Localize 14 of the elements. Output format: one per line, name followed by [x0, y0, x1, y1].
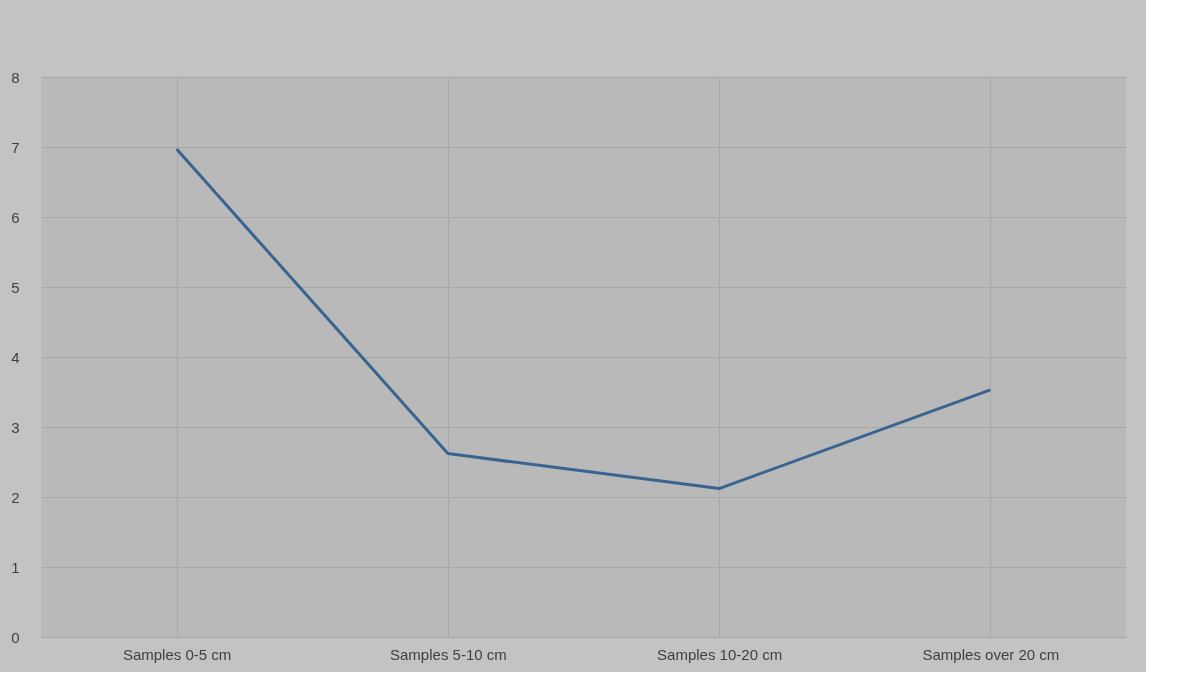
y-tick-label: 5: [11, 278, 20, 296]
x-tick-label: Samples over 20 cm: [922, 645, 1060, 663]
y-tick-label: 7: [11, 138, 20, 156]
y-tick-label: 2: [11, 488, 20, 506]
y-tick-label: 3: [11, 418, 20, 436]
line-series: [175, 147, 992, 491]
y-tick-label: 8: [11, 68, 20, 86]
x-tick-label: Samples 0-5 cm: [122, 645, 232, 663]
y-tick-label: 0: [11, 628, 20, 646]
x-tick-label: Samples 10-20 cm: [657, 645, 783, 663]
y-tick-label: 1: [11, 558, 20, 576]
y-tick-label: 6: [11, 208, 20, 226]
x-tick-label: Samples 5-10 cm: [390, 645, 507, 663]
y-tick-label: 4: [11, 348, 20, 366]
